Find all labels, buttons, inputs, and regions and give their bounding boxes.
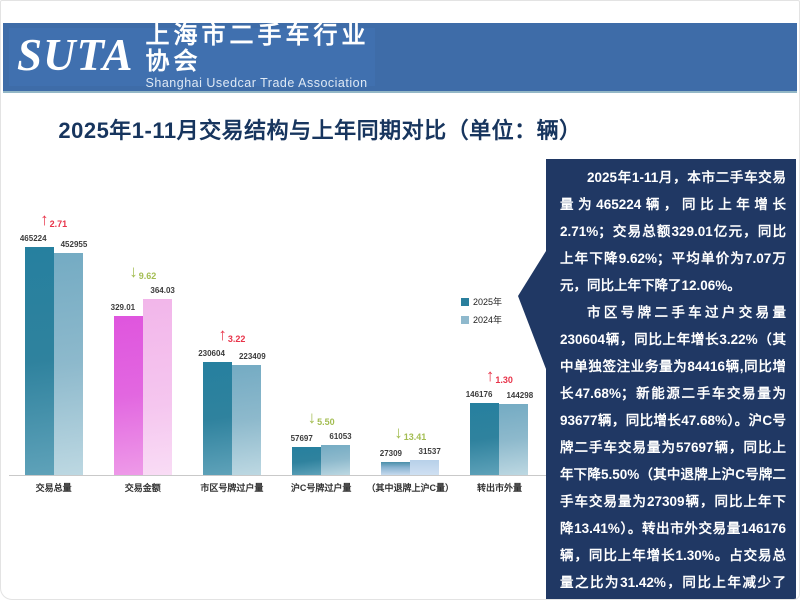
- up-arrow-icon: ↑: [40, 209, 49, 229]
- org-name-cn: 上海市二手车行业协会: [145, 23, 370, 75]
- panel-paragraph-1: 2025年1-11月，本市二手车交易量为465224辆，同比上年增长2.71%；…: [560, 170, 786, 293]
- x-axis-line: [9, 475, 555, 476]
- category-label: （其中退牌上沪C量）: [366, 483, 455, 493]
- down-arrow-icon: ↓: [129, 262, 138, 282]
- org-name-block: 上海市二手车行业协会 Shanghai Usedcar Trade Associ…: [145, 23, 375, 90]
- bar-2025-wrap: 465224: [20, 234, 54, 475]
- bar-2025-wrap: 230604: [198, 349, 232, 475]
- bar-2025-wrap: 57697: [291, 434, 322, 475]
- value-label-2025: 230604: [198, 348, 225, 358]
- chart-group: ↑ 3.22 230604 223409 市区号牌过户量: [187, 227, 276, 493]
- chart-plot-area: ↑ 2.71 465224 452955 交易总量 ↓ 9.62 329.01 364.03 交易…: [9, 211, 544, 493]
- bar-2025: [381, 461, 411, 475]
- bar-2024: [53, 252, 83, 475]
- bar-2025-wrap: 27309: [380, 449, 411, 475]
- info-panel: 2025年1-11月，本市二手车交易量为465224辆，同比上年增长2.71%；…: [518, 159, 796, 599]
- change-annotation: ↑ 3.22: [218, 326, 245, 344]
- bar-2025: [113, 316, 143, 475]
- bar-pair: 329.01 364.03: [111, 286, 175, 475]
- bar-pair: 146176 144298: [466, 390, 533, 475]
- page-title: 2025年1-11月交易结构与上年同期对比（单位：辆）: [58, 118, 582, 143]
- panel-paragraph-2: 市区号牌二手车过户交易量230604辆，同比上年增长3.22%（其中单独签注业务…: [560, 305, 786, 590]
- value-label-2024: 223409: [238, 352, 266, 362]
- value-label-2024: 144298: [506, 391, 534, 401]
- category-label: 市区号牌过户量: [200, 483, 264, 493]
- change-annotation: ↓ 9.62: [129, 263, 156, 281]
- percent-change-label: 2.71: [49, 218, 68, 229]
- chart-group: ↑ 1.30 146176 144298 转出市外量: [455, 227, 544, 493]
- bar-2024-wrap: 223409: [231, 352, 266, 475]
- value-label-2024: 31537: [418, 446, 441, 456]
- category-label: 沪C号牌过户量: [290, 483, 352, 493]
- legend-label: 2025年: [473, 297, 503, 307]
- bar-pair: 57697 61053: [291, 432, 352, 475]
- org-name-en: Shanghai Usedcar Trade Association: [145, 75, 368, 90]
- bar-chart: ↑ 2.71 465224 452955 交易总量 ↓ 9.62 329.01 364.03 交易…: [9, 211, 555, 507]
- legend-item: 2025年: [461, 295, 502, 308]
- bar-2024-wrap: 364.03: [142, 286, 175, 475]
- bar-2024-wrap: 61053: [321, 432, 352, 475]
- down-arrow-icon: ↓: [394, 422, 403, 442]
- value-label-2025: 27309: [379, 448, 402, 458]
- legend-item: 2024年: [461, 313, 502, 326]
- bar-2024-wrap: 31537: [410, 447, 441, 475]
- category-label: 交易总量: [35, 483, 72, 493]
- bar-2024: [499, 404, 529, 475]
- bar-2025: [292, 446, 322, 475]
- legend-swatch-2025: [461, 297, 469, 306]
- legend-label: 2024年: [473, 315, 503, 325]
- chart-group: ↓ 13.41 27309 31537 （其中退牌上沪C量）: [366, 227, 455, 493]
- bar-2024: [321, 445, 351, 475]
- bar-2025: [202, 361, 232, 475]
- change-annotation: ↓ 5.50: [308, 409, 335, 427]
- percent-change-label: 3.22: [227, 333, 246, 344]
- bar-pair: 230604 223409: [198, 349, 266, 475]
- bar-2024: [231, 365, 261, 475]
- bar-2025-wrap: 329.01: [111, 303, 143, 475]
- value-label-2024: 61053: [329, 432, 352, 442]
- value-label-2024: 364.03: [150, 286, 175, 296]
- info-panel-text: 2025年1-11月，本市二手车交易量为465224辆，同比上年增长2.71%；…: [560, 164, 786, 599]
- chart-legend: 2025年 2024年: [461, 295, 502, 331]
- change-annotation: ↑ 2.71: [40, 211, 67, 229]
- bar-2025: [470, 403, 500, 475]
- change-annotation: ↑ 1.30: [486, 367, 513, 385]
- bar-pair: 465224 452955: [20, 234, 87, 475]
- suta-logo-text: SUTA: [17, 29, 134, 80]
- category-label: 交易金额: [124, 483, 161, 493]
- header-banner: SUTA 上海市二手车行业协会 Shanghai Usedcar Trade A…: [3, 23, 797, 93]
- value-label-2025: 465224: [19, 233, 47, 243]
- bar-2024: [410, 459, 440, 475]
- category-label: 转出市外量: [476, 483, 522, 493]
- percent-change-label: 9.62: [138, 271, 157, 282]
- up-arrow-icon: ↑: [485, 366, 495, 386]
- legend-swatch-2024: [461, 315, 469, 324]
- value-label-2025: 146176: [465, 390, 493, 400]
- down-arrow-icon: ↓: [307, 408, 317, 428]
- change-annotation: ↓ 13.41: [394, 424, 426, 442]
- percent-change-label: 5.50: [317, 417, 335, 428]
- value-label-2025: 57697: [290, 433, 313, 443]
- chart-group: ↓ 5.50 57697 61053 沪C号牌过户量: [277, 227, 366, 493]
- percent-change-label: 13.41: [403, 431, 427, 442]
- up-arrow-icon: ↑: [218, 324, 227, 344]
- value-label-2024: 452955: [60, 239, 88, 249]
- association-logo: SUTA 上海市二手车行业协会 Shanghai Usedcar Trade A…: [9, 24, 375, 90]
- chart-group: ↓ 9.62 329.01 364.03 交易金额: [98, 227, 187, 493]
- value-label-2025: 329.01: [110, 303, 136, 313]
- bar-2024-wrap: 144298: [499, 391, 533, 475]
- bar-2024-wrap: 452955: [53, 240, 87, 475]
- bar-pair: 27309 31537: [380, 447, 441, 475]
- chart-group: ↑ 2.71 465224 452955 交易总量: [9, 211, 98, 493]
- bar-2025-wrap: 146176: [466, 390, 500, 475]
- bar-2025: [24, 246, 54, 475]
- percent-change-label: 1.30: [495, 375, 513, 386]
- bar-2024: [142, 299, 172, 475]
